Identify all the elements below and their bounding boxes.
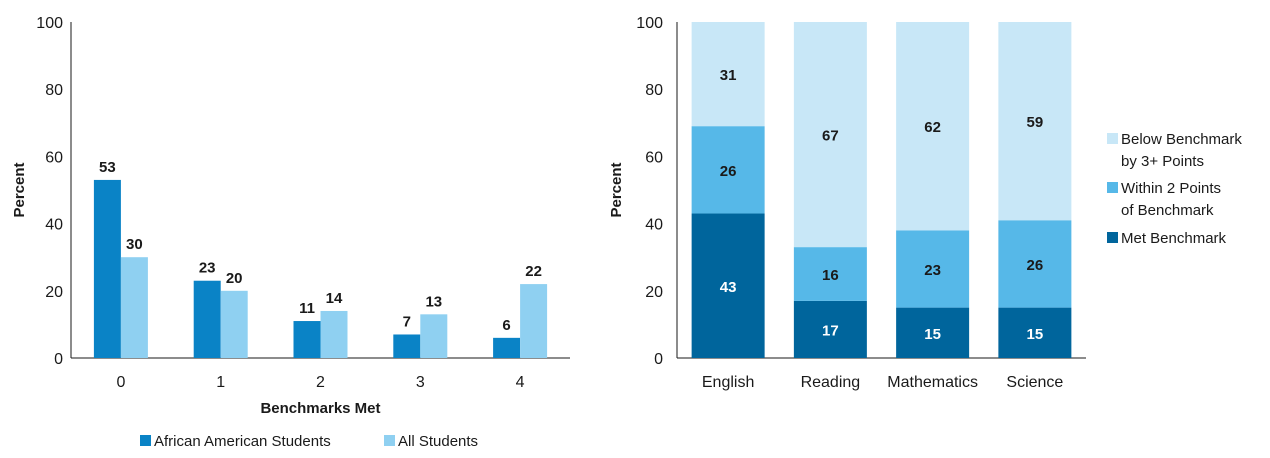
chart1-bar bbox=[493, 337, 521, 358]
chart1-legend-label: African American Students bbox=[154, 433, 331, 450]
chart2-bar-segment bbox=[896, 230, 970, 308]
chart2-data-label: 62 bbox=[924, 119, 941, 136]
chart1-data-label: 53 bbox=[99, 159, 116, 176]
chart2-bar-segment bbox=[793, 247, 867, 301]
chart2-bar-segment bbox=[896, 22, 970, 231]
chart2-data-label: 67 bbox=[822, 128, 839, 145]
chart2-bar-segment bbox=[691, 213, 765, 358]
chart2-bar-segment bbox=[691, 126, 765, 214]
chart2-data-label: 43 bbox=[720, 279, 737, 296]
chart1-y-tick-label: 80 bbox=[45, 82, 63, 99]
chart1-y-tick-label: 20 bbox=[45, 284, 63, 301]
chart2-legend-label: Within 2 Points of Benchmark bbox=[1121, 180, 1221, 219]
chart1-y-tick-label: 0 bbox=[54, 351, 63, 368]
chart2-data-label: 59 bbox=[1027, 114, 1044, 131]
chart2-data-label: 23 bbox=[924, 262, 941, 279]
chart1-bar bbox=[93, 179, 121, 358]
chart1-legend-swatch bbox=[384, 435, 395, 446]
chart1-data-label: 22 bbox=[525, 263, 542, 280]
chart1-y-axis-title: Percent bbox=[11, 162, 28, 217]
chart1-x-axis-title: Benchmarks Met bbox=[260, 400, 380, 417]
chart1-x-tick-label: 1 bbox=[216, 374, 225, 391]
chart2-y-tick-label: 60 bbox=[645, 149, 663, 166]
chart2-bar-segment bbox=[998, 307, 1072, 358]
chart2-bar-segment bbox=[998, 220, 1072, 308]
chart1-bar bbox=[393, 334, 421, 358]
chart2-legend-swatch bbox=[1107, 232, 1118, 243]
chart2-legend-swatch bbox=[1107, 182, 1118, 193]
chart2-legend-swatch bbox=[1107, 133, 1118, 144]
chart1-bar bbox=[420, 314, 448, 358]
chart1-data-label: 30 bbox=[126, 236, 143, 253]
chart1-legend-swatch bbox=[140, 435, 151, 446]
chart2-bar-segment bbox=[896, 307, 970, 358]
chart2-y-axis-title: Percent bbox=[608, 162, 625, 217]
chart2-bar-segment bbox=[691, 22, 765, 127]
chart1-bar bbox=[120, 257, 148, 358]
chart2-x-tick-label: Science bbox=[1006, 374, 1063, 391]
chart2-x-tick-label: Reading bbox=[801, 374, 861, 391]
chart1-legend-label: All Students bbox=[398, 433, 478, 450]
chart2-data-label: 15 bbox=[924, 326, 941, 343]
chart1-data-label: 14 bbox=[326, 290, 343, 307]
chart2-legend-label: Below Benchmark by 3+ Points bbox=[1121, 131, 1242, 170]
chart2-x-tick-label: English bbox=[702, 374, 754, 391]
chart1-x-tick-label: 0 bbox=[116, 374, 125, 391]
chart2-data-label: 17 bbox=[822, 322, 839, 339]
chart2-y-tick-label: 80 bbox=[645, 82, 663, 99]
chart1-data-label: 7 bbox=[403, 313, 411, 330]
chart1-data-label: 13 bbox=[425, 293, 442, 310]
chart1-data-label: 6 bbox=[502, 317, 510, 334]
chart2-data-label: 31 bbox=[720, 67, 737, 84]
chart1-data-label: 23 bbox=[199, 260, 216, 277]
chart2-data-label: 26 bbox=[1027, 257, 1044, 274]
chart1-x-tick-label: 4 bbox=[516, 374, 525, 391]
chart1-bar bbox=[293, 321, 321, 358]
chart1-bar bbox=[520, 284, 548, 358]
chart2-x-tick-label: Mathematics bbox=[887, 374, 978, 391]
chart1-bar bbox=[220, 290, 248, 358]
chart2-y-tick-label: 100 bbox=[636, 15, 663, 32]
chart1-data-label: 20 bbox=[226, 270, 243, 287]
chart2-bar-segment bbox=[998, 22, 1072, 221]
chart2-bar-segment bbox=[793, 300, 867, 358]
chart1-bar bbox=[193, 280, 221, 358]
chart1-x-tick-label: 3 bbox=[416, 374, 425, 391]
chart2-data-label: 26 bbox=[720, 163, 737, 180]
chart1-x-tick-label: 2 bbox=[316, 374, 325, 391]
chart2-data-label: 15 bbox=[1027, 326, 1044, 343]
chart1-y-tick-label: 40 bbox=[45, 217, 63, 234]
chart2-legend-label: Met Benchmark bbox=[1121, 230, 1227, 247]
chart1-bar bbox=[320, 310, 348, 358]
chart2-y-tick-label: 0 bbox=[654, 351, 663, 368]
chart2-bar-segment bbox=[793, 22, 867, 248]
chart2-y-tick-label: 20 bbox=[645, 284, 663, 301]
chart2-data-label: 16 bbox=[822, 267, 839, 284]
chart1-data-label: 11 bbox=[299, 300, 315, 317]
chart2-y-tick-label: 40 bbox=[645, 217, 663, 234]
chart1-y-tick-label: 60 bbox=[45, 149, 63, 166]
chart1-y-tick-label: 100 bbox=[36, 15, 63, 32]
